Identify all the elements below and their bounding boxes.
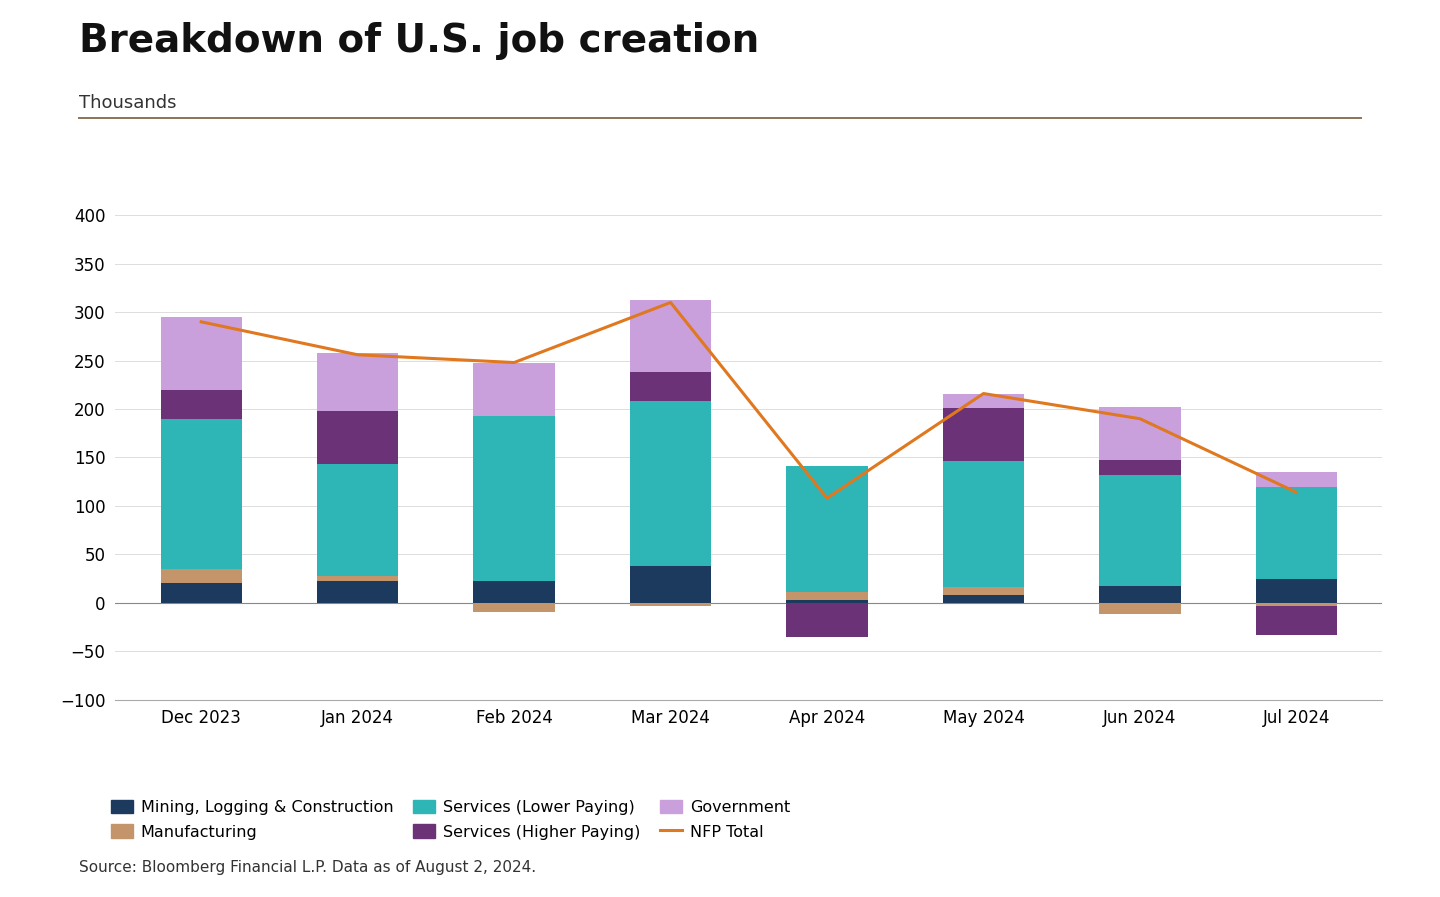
Legend: Mining, Logging & Construction, Manufacturing, Services (Lower Paying), Services: Mining, Logging & Construction, Manufact… — [111, 800, 791, 840]
Bar — [943, 595, 1024, 603]
Bar — [1256, 472, 1336, 486]
Bar — [786, 600, 868, 603]
Bar — [629, 300, 711, 372]
Bar — [1256, 486, 1336, 579]
Bar — [317, 353, 399, 411]
Bar — [786, 592, 868, 600]
Bar — [943, 461, 1024, 588]
Bar — [629, 401, 711, 566]
Bar — [161, 583, 242, 603]
Bar — [317, 465, 399, 576]
Bar — [474, 362, 554, 416]
Bar — [474, 416, 554, 580]
Bar — [1256, 603, 1336, 605]
Bar — [629, 603, 711, 605]
Text: Breakdown of U.S. job creation: Breakdown of U.S. job creation — [79, 22, 759, 60]
Bar — [317, 580, 399, 603]
Bar — [1256, 579, 1336, 603]
Text: Source: Bloomberg Financial L.P. Data as of August 2, 2024.: Source: Bloomberg Financial L.P. Data as… — [79, 859, 536, 875]
Bar — [161, 419, 242, 569]
Bar — [786, 603, 868, 637]
Bar — [1099, 587, 1181, 603]
Bar — [474, 580, 554, 603]
Bar — [1256, 605, 1336, 635]
Bar — [161, 569, 242, 583]
Bar — [943, 588, 1024, 595]
Bar — [317, 411, 399, 465]
Bar — [1099, 460, 1181, 475]
Bar — [1099, 475, 1181, 587]
Bar — [161, 389, 242, 419]
Bar — [629, 372, 711, 401]
Bar — [786, 466, 868, 592]
Bar — [1099, 603, 1181, 614]
Text: Thousands: Thousands — [79, 94, 177, 112]
Bar — [629, 566, 711, 603]
Bar — [943, 408, 1024, 461]
Bar — [1099, 407, 1181, 460]
Bar — [161, 317, 242, 389]
Bar — [943, 394, 1024, 408]
Bar — [474, 603, 554, 613]
Bar — [317, 576, 399, 580]
